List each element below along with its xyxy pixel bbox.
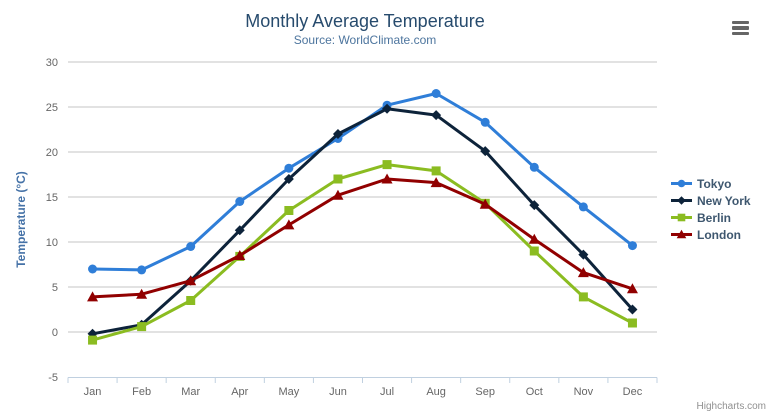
x-axis-label: Jul [380,386,394,398]
highcharts-credit[interactable]: Highcharts.com [696,401,766,412]
x-axis-label: Jan [84,386,102,398]
series-berlin[interactable] [88,160,637,345]
y-axis-label: 20 [46,147,58,159]
x-axis-label: Oct [526,386,543,398]
x-axis-label: May [278,386,299,398]
x-axis-label: Apr [231,386,248,398]
legend-item-new-york[interactable]: New York [671,192,751,209]
legend-label: London [697,227,741,242]
y-axis-label: 5 [52,282,58,294]
y-axis-label: 30 [46,57,58,69]
y-axis-label: 25 [46,102,58,114]
y-axis-label: -5 [48,372,58,384]
legend-marker-circle-icon [671,179,692,188]
legend-label: Berlin [697,210,732,225]
x-axis-label: Feb [132,386,151,398]
x-axis-label: Mar [181,386,200,398]
legend-item-tokyo[interactable]: Tokyo [671,175,751,192]
legend-item-london[interactable]: London [671,226,751,243]
legend-marker-diamond-icon [671,196,692,205]
legend-label: New York [697,193,751,208]
chart-title: Monthly Average Temperature [245,11,485,31]
x-axis-label: Aug [426,386,446,398]
x-axis-label: Dec [623,386,643,398]
chart-subtitle: Source: WorldClimate.com [293,33,437,47]
legend: Tokyo New York Berlin London [671,175,751,243]
y-axis-title: Temperature (°C) [14,171,28,268]
legend-label: Tokyo [697,176,732,191]
x-axis-label: Nov [574,386,594,398]
series-london[interactable] [87,173,638,302]
x-axis-label: Jun [329,386,347,398]
series-new-york[interactable] [87,103,638,339]
y-axis-label: 0 [52,327,58,339]
legend-marker-triangle-icon [671,229,692,239]
hamburger-menu-icon [732,20,749,25]
x-axis-label: Sep [475,386,495,398]
export-menu-button[interactable] [728,16,754,40]
y-axis-label: 10 [46,237,58,249]
legend-marker-square-icon [671,213,692,222]
series-tokyo[interactable] [88,89,637,275]
y-axis-label: 15 [46,192,58,204]
legend-item-berlin[interactable]: Berlin [671,209,751,226]
